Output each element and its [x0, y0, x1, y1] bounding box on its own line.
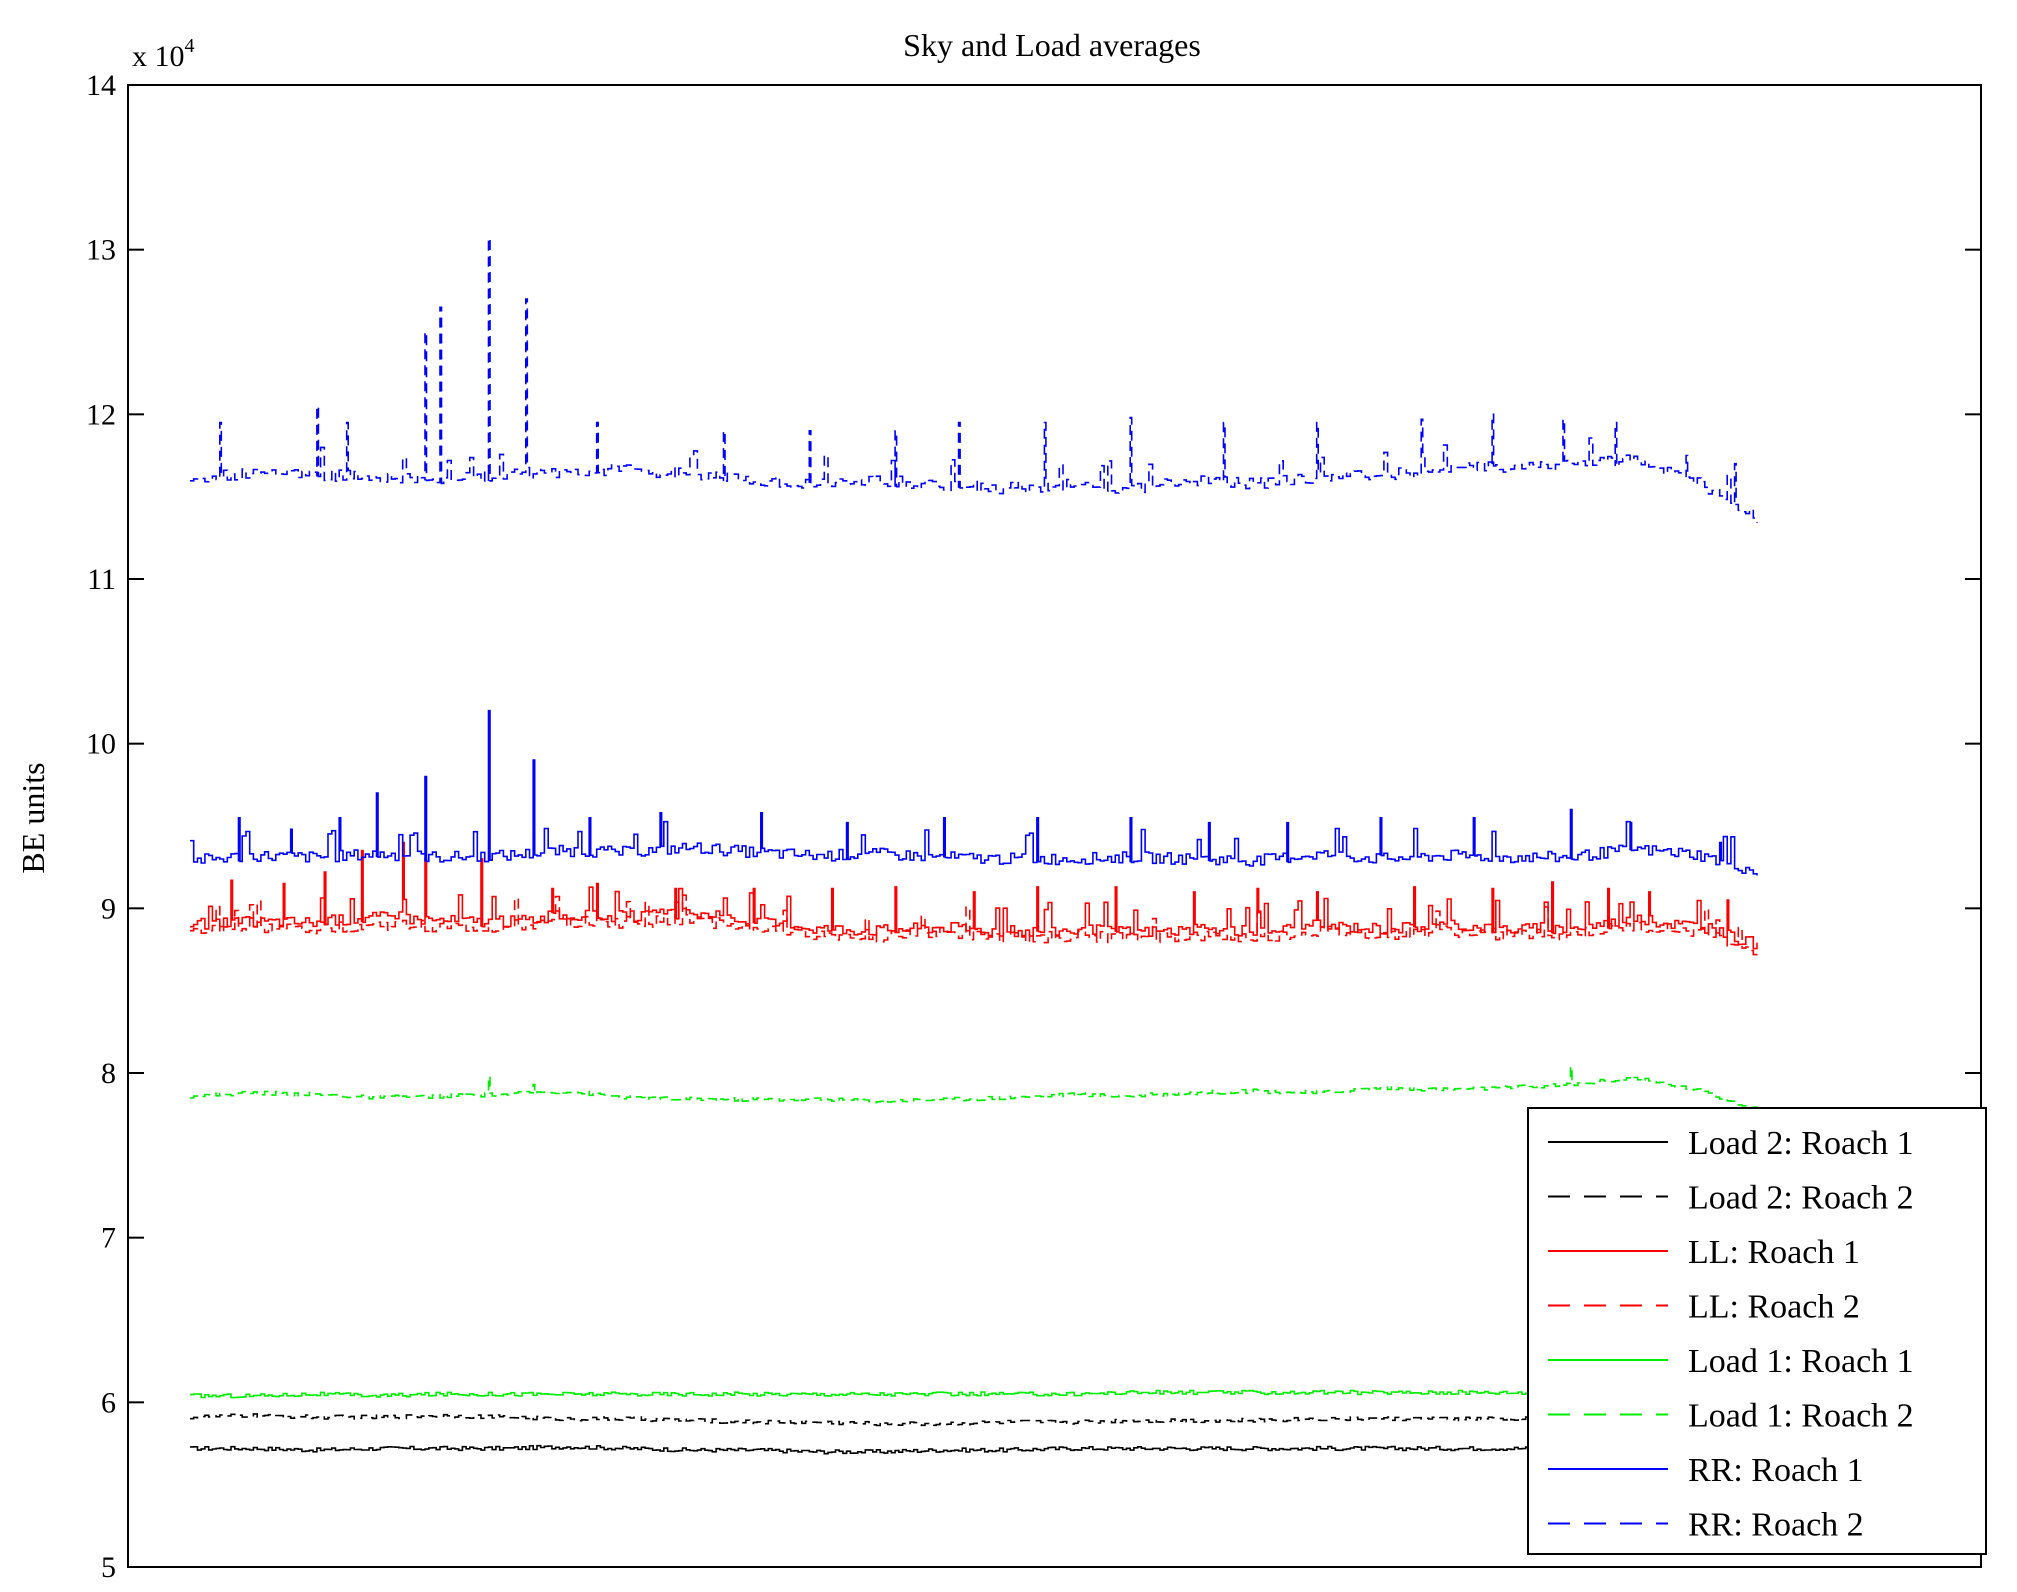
series-line-ll-roach-2: [190, 894, 1758, 956]
y-tick-label: 5: [101, 1551, 116, 1584]
y-tick-label: 11: [87, 563, 116, 596]
y-ticks: 5 6 7 8 9 10 11 12 13 14: [86, 69, 1981, 1584]
y-tick-label: 10: [86, 728, 116, 761]
legend-label: Load 2: Roach 2: [1688, 1180, 1914, 1217]
y-multiplier-exponent: 4: [185, 35, 195, 57]
legend: Load 2: Roach 1 Load 2: Roach 2 LL: Roach …: [1527, 1107, 1987, 1555]
series-line-rr-roach-1: [190, 709, 1758, 876]
legend-label: LL: Roach 1: [1688, 1234, 1860, 1271]
legend-label: LL: Roach 2: [1688, 1289, 1860, 1326]
series-line-load-2-roach-1: [190, 1444, 1758, 1455]
legend-label: Load 2: Roach 1: [1688, 1125, 1914, 1162]
y-axis-label: BE units: [15, 762, 51, 873]
series-line-load-2-roach-2: [190, 1413, 1758, 1427]
plot-area: [190, 237, 1758, 1455]
series-line-load-1-roach-2: [190, 1065, 1758, 1109]
legend-items: Load 2: Roach 1 Load 2: Roach 2 LL: Roach …: [1548, 1125, 1914, 1544]
y-tick-label: 7: [101, 1222, 116, 1255]
y-tick-label: 12: [86, 398, 116, 431]
y-tick-label: 14: [86, 69, 116, 102]
chart-title: Sky and Load averages: [903, 27, 1201, 63]
legend-label: Load 1: Roach 1: [1688, 1343, 1914, 1380]
y-multiplier-base: x 10: [132, 40, 185, 73]
y-tick-label: 6: [101, 1386, 116, 1419]
series-line-ll-roach-1: [190, 841, 1758, 950]
y-tick-label: 8: [101, 1057, 116, 1090]
axes-box: [127, 84, 1982, 1568]
legend-box: [1527, 1107, 1987, 1555]
series-layer: [190, 237, 1758, 1455]
series-line-rr-roach-2: [190, 237, 1758, 523]
y-tick-label: 9: [101, 892, 116, 925]
series-line-load-1-roach-1: [190, 1389, 1758, 1399]
y-tick-label: 13: [86, 234, 116, 267]
y-axis-multiplier: x 104: [132, 35, 195, 73]
legend-label: RR: Roach 1: [1688, 1452, 1864, 1489]
legend-label: Load 1: Roach 2: [1688, 1398, 1914, 1435]
legend-label: RR: Roach 2: [1688, 1507, 1864, 1544]
